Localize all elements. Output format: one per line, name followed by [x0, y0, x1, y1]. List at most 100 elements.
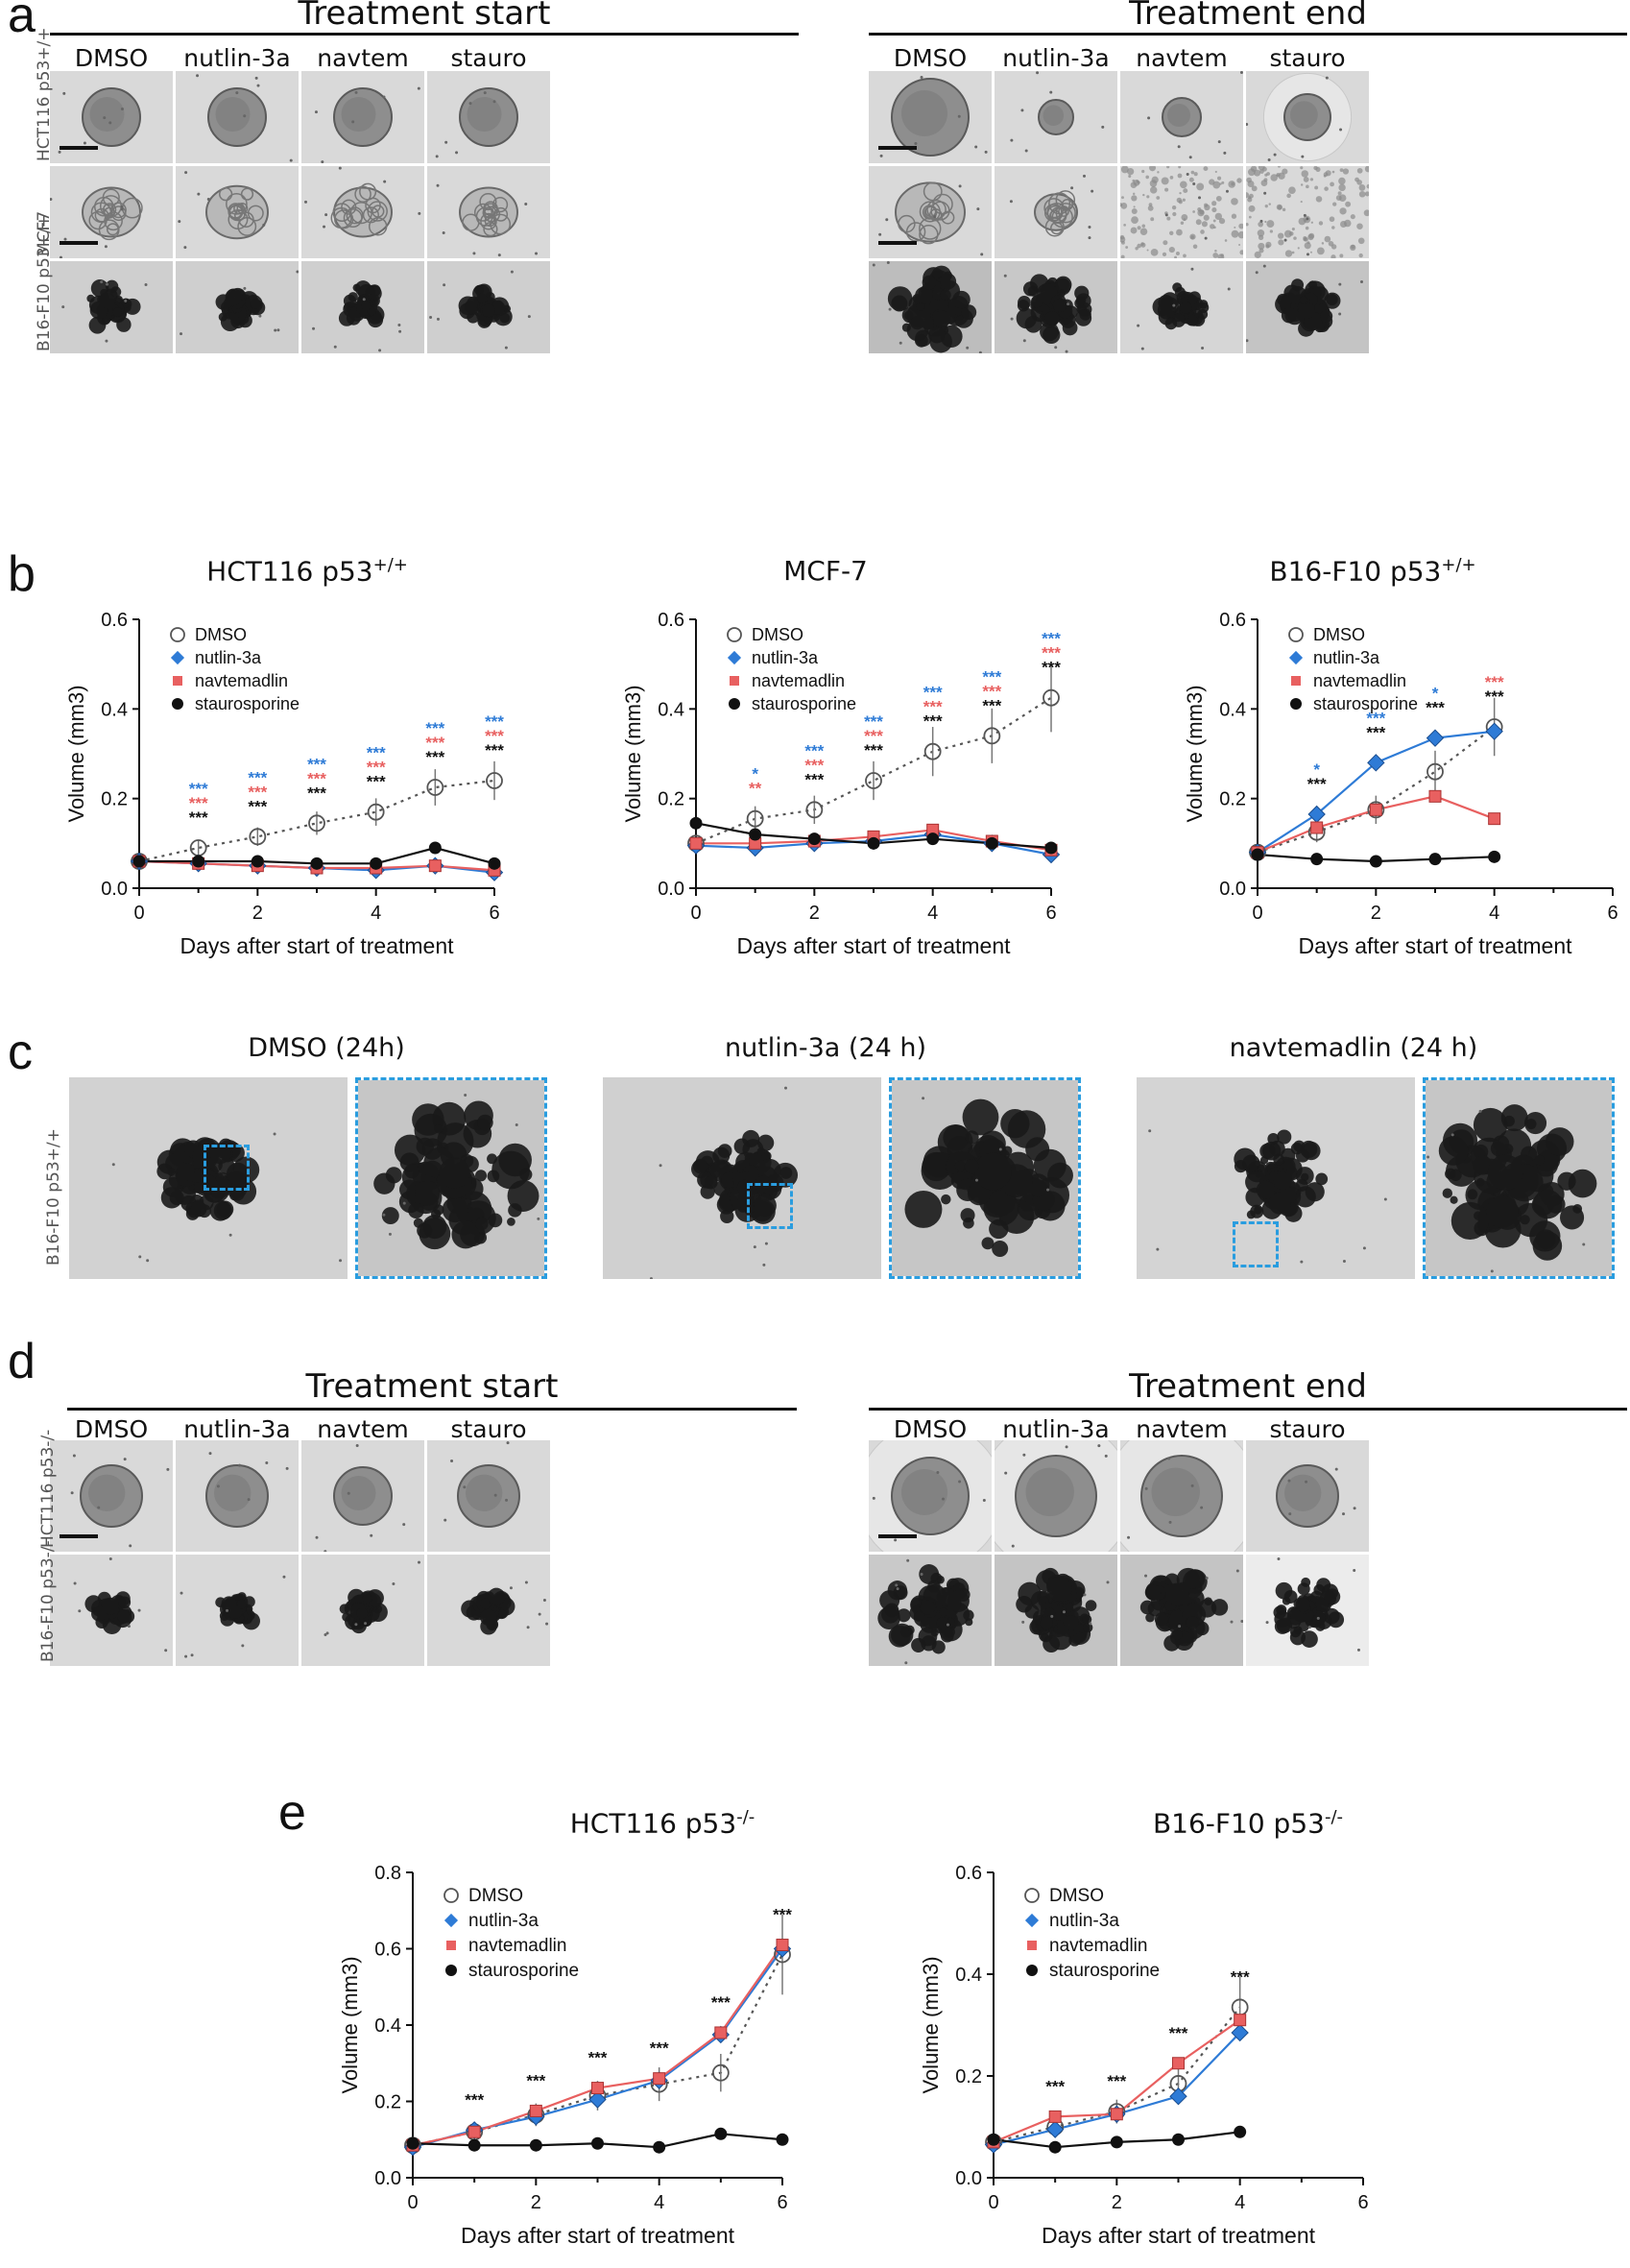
panel-d-end-rule [869, 1408, 1627, 1411]
significance-marker: *** [923, 712, 943, 731]
panel-d-column-label: DMSO [893, 1415, 968, 1443]
micrograph-tile [301, 71, 424, 163]
data-point [714, 2026, 728, 2039]
significance-marker: *** [367, 773, 386, 791]
significance-marker: *** [1107, 2072, 1126, 2090]
significance-marker: *** [1169, 2024, 1188, 2042]
micrograph-tile [869, 166, 992, 258]
significance-marker: *** [189, 780, 208, 798]
micrograph-tile [50, 166, 173, 258]
panel-d-column-label: navtem [317, 1415, 409, 1443]
data-point [689, 836, 703, 850]
significance-marker: *** [711, 1993, 731, 2012]
chart-b3-title: B16-F10 p53+/+ [1269, 555, 1476, 588]
legend-marker [1027, 1941, 1037, 1950]
micrograph-tile [995, 166, 1117, 258]
y-tick-label: 0.2 [374, 2092, 401, 2113]
significance-marker: *** [425, 748, 444, 766]
zoom-region-marker [1233, 1221, 1279, 1267]
legend-label: DMSO [1049, 1886, 1104, 1906]
y-tick-label: 0.4 [1219, 699, 1246, 720]
panel-d-column-label: nutlin-3a [183, 1415, 291, 1443]
legend-marker [173, 676, 182, 686]
micrograph-tile [1120, 261, 1243, 353]
legend-label: staurosporine [468, 1961, 579, 1981]
x-tick-label: 0 [988, 2192, 998, 2213]
data-point [1367, 801, 1385, 819]
micrograph-tile [1120, 1440, 1243, 1552]
significance-marker: *** [1366, 709, 1385, 727]
legend-marker [1288, 650, 1304, 665]
y-tick-label: 0.4 [658, 699, 684, 720]
legend-label: staurosporine [195, 694, 300, 713]
legend-label: DMSO [752, 625, 803, 644]
chart-b2-title: MCF-7 [783, 555, 868, 587]
legend-label: nutlin-3a [195, 648, 262, 667]
panel-a-column-label: DMSO [893, 44, 968, 72]
data-point [653, 2140, 666, 2154]
legend-label: nutlin-3a [752, 648, 819, 667]
x-tick-label: 6 [777, 2192, 787, 2213]
data-point [406, 2136, 419, 2150]
y-tick-label: 0.2 [658, 789, 684, 810]
x-tick-label: 2 [252, 903, 263, 924]
significance-marker: *** [1485, 688, 1504, 706]
data-point [1369, 803, 1382, 816]
y-tick-label: 0.6 [101, 610, 128, 631]
legend-marker [729, 698, 740, 710]
panel-a-row-label-b16: B16-F10 p53+/+ [35, 214, 54, 351]
data-point [428, 859, 442, 873]
panel-c-title-dmso: DMSO (24h) [248, 1033, 405, 1063]
y-tick-label: 0.4 [101, 699, 128, 720]
panel-a-column-label: stauro [1269, 44, 1346, 72]
data-point [467, 2125, 481, 2138]
data-point [467, 2138, 481, 2152]
panel-label-c: c [8, 1025, 33, 1080]
data-point [1234, 2014, 1247, 2027]
data-point [749, 828, 762, 841]
data-point [588, 2090, 607, 2109]
micrograph-tile [301, 1555, 424, 1666]
data-point [711, 2063, 730, 2082]
micrograph-tile [869, 1555, 992, 1666]
significance-marker: *** [425, 734, 444, 752]
significance-marker: *** [982, 696, 1001, 714]
data-point [1426, 729, 1445, 747]
panel-label-d: d [8, 1334, 36, 1389]
panel-c-title-navtem: navtemadlin (24 h) [1229, 1033, 1478, 1063]
panel-d-column-label: navtem [1136, 1415, 1228, 1443]
panel-d-end-title: Treatment end [1129, 1367, 1367, 1406]
data-point [1307, 805, 1326, 824]
legend-marker [1024, 1888, 1040, 1903]
data-point [714, 2127, 728, 2140]
data-point [776, 1939, 789, 1952]
data-point [1310, 821, 1324, 834]
panel-a-column-label: nutlin-3a [183, 44, 291, 72]
data-point [1110, 2108, 1123, 2121]
legend-label: DMSO [468, 1886, 523, 1906]
zoom-inset [355, 1077, 547, 1279]
significance-marker: *** [650, 2039, 669, 2058]
panel-d-column-label: nutlin-3a [1002, 1415, 1110, 1443]
data-point [529, 2138, 542, 2152]
significance-marker: *** [248, 797, 267, 815]
data-point [1488, 850, 1501, 863]
significance-marker: *** [1307, 775, 1327, 793]
data-point [1488, 812, 1501, 826]
micrograph-tile [1246, 71, 1369, 163]
panel-a-end-rule [869, 33, 1627, 36]
significance-marker: *** [465, 2090, 484, 2109]
micrograph-tile [995, 261, 1117, 353]
x-tick-label: 0 [1252, 903, 1262, 924]
legend-label: nutlin-3a [1049, 1911, 1119, 1931]
data-point [1048, 2110, 1062, 2123]
data-point [1426, 762, 1444, 781]
legend-marker [1024, 1913, 1040, 1928]
panel-d-start-title: Treatment start [305, 1367, 559, 1406]
micrograph-tile [995, 1555, 1117, 1666]
significance-marker: *** [1426, 699, 1445, 717]
x-tick-label: 2 [1371, 903, 1381, 924]
micrograph-tile [50, 1440, 173, 1552]
significance-marker: *** [588, 2049, 608, 2067]
legend-marker [170, 627, 185, 642]
